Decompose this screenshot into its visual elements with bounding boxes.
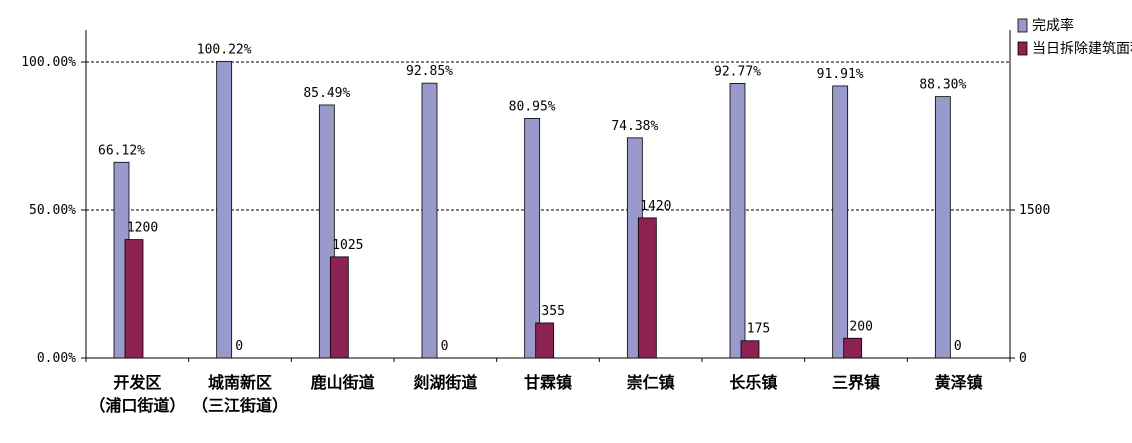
- category-labels: 开发区 （浦口街道） 城南新区 （三江街道） 鹿山街道 剡湖街道 甘霖镇 崇仁镇 长乐镇 三界镇 黄…: [89, 373, 982, 415]
- data-label-completion-rate: 92.77%: [714, 64, 761, 79]
- bars: [113, 60, 951, 359]
- bar-completion-rate: [934, 96, 951, 359]
- data-label-completion-rate: 92.85%: [406, 64, 453, 79]
- data-label-completion-rate: 88.30%: [919, 78, 966, 93]
- legend-label: 当日拆除建筑面积: [1032, 41, 1132, 57]
- data-label-completion-rate: 91.91%: [817, 67, 864, 82]
- bar-demolition-area: [637, 217, 657, 359]
- category-label: 长乐镇: [729, 373, 777, 392]
- category-label: 崇仁镇: [627, 373, 675, 392]
- data-label-completion-rate: 74.38%: [611, 119, 658, 134]
- bar-completion-rate: [216, 60, 233, 359]
- data-label-demolition-area: 175: [747, 322, 770, 337]
- bar-completion-rate: [524, 117, 541, 359]
- data-label-demolition-area: 1200: [127, 221, 158, 236]
- category-label: 城南新区: [208, 373, 272, 392]
- data-label-completion-rate: 66.12%: [98, 143, 145, 158]
- data-label-completion-rate: 80.95%: [509, 99, 556, 114]
- legend-swatch: [1017, 18, 1028, 33]
- category-label: （三江街道）: [192, 396, 288, 415]
- legend: 完成率当日拆除建筑面积: [1017, 17, 1132, 57]
- bar-completion-rate: [421, 82, 438, 359]
- left-tick-label: 50.00%: [29, 203, 76, 218]
- legend-label: 完成率: [1032, 17, 1074, 34]
- category-label: 剡湖街道: [413, 373, 477, 392]
- data-label-completion-rate: 85.49%: [303, 86, 350, 101]
- bar-completion-rate: [832, 85, 849, 359]
- right-tick-label: 1500: [1019, 203, 1050, 218]
- bar-demolition-area: [843, 337, 863, 359]
- left-tick-label: 0.00%: [37, 351, 76, 366]
- data-labels: 66.12% 1200 100.22% 0 85.49% 1025 92.85% 0 80.95…: [98, 42, 966, 354]
- category-label: 三界镇: [832, 373, 880, 392]
- data-label-demolition-area: 355: [541, 304, 564, 319]
- data-label-completion-rate: 100.22%: [197, 42, 252, 57]
- bar-demolition-area: [124, 239, 144, 359]
- reference-lines: [86, 61, 1010, 211]
- data-label-demolition-area: 0: [235, 339, 243, 354]
- legend-swatch: [1017, 41, 1028, 56]
- category-label: 甘霖镇: [524, 373, 572, 392]
- bar-demolition-area: [329, 256, 349, 359]
- category-label: 开发区: [113, 373, 161, 392]
- data-label-demolition-area: 200: [849, 319, 872, 334]
- left-tick-label: 100.00%: [21, 55, 76, 70]
- data-label-demolition-area: 1420: [640, 199, 671, 214]
- bar-completion-rate: [729, 83, 746, 359]
- bar-demolition-area: [740, 340, 760, 359]
- category-label: （浦口街道）: [89, 396, 185, 415]
- bar-demolition-area: [535, 322, 555, 359]
- data-label-demolition-area: 1025: [332, 238, 363, 253]
- right-tick-label: 0: [1019, 351, 1027, 366]
- category-label: 黄泽镇: [935, 373, 983, 392]
- category-label: 鹿山街道: [311, 373, 375, 392]
- data-label-demolition-area: 0: [441, 339, 449, 354]
- data-label-demolition-area: 0: [954, 339, 962, 354]
